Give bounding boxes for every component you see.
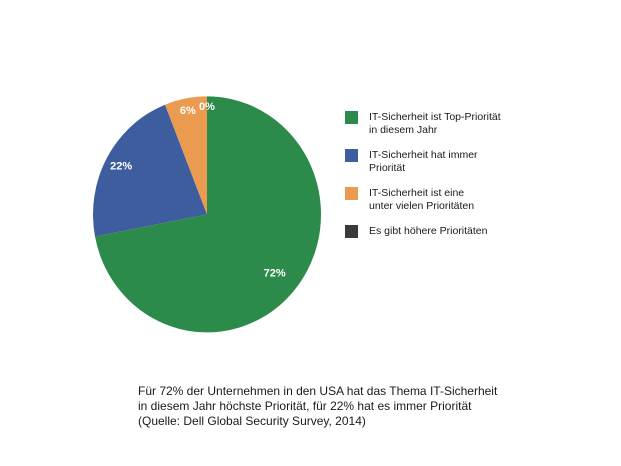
legend-swatch-icon xyxy=(345,187,358,200)
pie-data-label-3: 0% xyxy=(199,101,215,113)
pie-slice-1 xyxy=(93,104,207,237)
legend-label: IT-Sicherheit ist eine unter vielen Prior… xyxy=(369,187,474,213)
legend-item-0: IT-Sicherheit ist Top-Priorität in diesem… xyxy=(345,111,501,137)
legend-label-line: IT-Sicherheit ist Top-Priorität xyxy=(369,111,501,123)
caption-line: (Quelle: Dell Global Security Survey, 20… xyxy=(138,414,366,428)
legend-swatch-icon xyxy=(345,111,358,124)
chart-legend: IT-Sicherheit ist Top-Priorität in diesem… xyxy=(345,111,501,238)
legend-label: IT-Sicherheit ist Top-Priorität in diesem… xyxy=(369,111,501,137)
legend-label-line: IT-Sicherheit hat immer xyxy=(369,149,478,161)
legend-swatch-icon xyxy=(345,149,358,162)
pie-data-label-0: 72% xyxy=(264,267,286,279)
pie-slice-2 xyxy=(165,96,207,215)
caption-line: Für 72% der Unternehmen in den USA hat d… xyxy=(138,384,498,398)
caption-line: in diesem Jahr höchste Priorität, für 22… xyxy=(138,399,472,413)
legend-label-line: Priorität xyxy=(369,162,406,174)
pie-slice-0 xyxy=(95,96,322,333)
legend-label-line: in diesem Jahr xyxy=(369,124,438,136)
legend-label-line: Es gibt höhere Prioritäten xyxy=(369,225,488,237)
pie-data-label-2: 6% xyxy=(180,105,196,117)
pie-data-label-1: 22% xyxy=(110,161,132,173)
legend-item-2: IT-Sicherheit ist eine unter vielen Prior… xyxy=(345,187,501,213)
legend-label-line: unter vielen Prioritäten xyxy=(369,200,475,212)
legend-label: IT-Sicherheit hat immer Priorität xyxy=(369,149,478,175)
legend-item-1: IT-Sicherheit hat immer Priorität xyxy=(345,149,501,175)
legend-item-3: Es gibt höhere Prioritäten xyxy=(345,225,501,238)
legend-label: Es gibt höhere Prioritäten xyxy=(369,225,487,238)
chart-caption: Für 72% der Unternehmen in den USA hat d… xyxy=(138,384,497,429)
legend-label-line: IT-Sicherheit ist eine xyxy=(369,187,465,199)
legend-swatch-icon xyxy=(345,225,358,238)
